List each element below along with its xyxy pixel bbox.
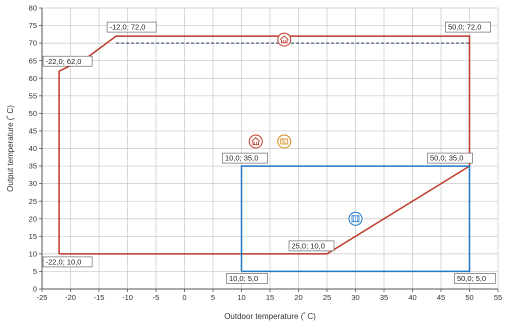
x-tick-label: 10 <box>237 293 245 302</box>
point-label-text: 50,0; 35,0 <box>430 154 463 163</box>
x-tick-label: -20 <box>65 293 76 302</box>
point-label-text: -12,0; 72,0 <box>110 23 146 32</box>
y-tick-label: 5 <box>33 267 37 276</box>
y-tick-label: 55 <box>29 91 37 100</box>
axes: -25 -20 -15 -10 -5 0 5 10 15 20 25 30 35 40 45 50 55 0 5 10… <box>29 4 503 302</box>
point-label-text: 50,0; 72,0 <box>448 23 481 32</box>
icon-glyph <box>280 138 289 145</box>
y-tick-label: 35 <box>29 162 37 171</box>
point-label-text: 10,0; 35,0 <box>225 154 258 163</box>
point-label-box <box>427 152 473 164</box>
underfloor-heating-icon <box>277 134 292 149</box>
x-tick-label: 50 <box>465 293 473 302</box>
y-tick-label: 20 <box>29 214 37 223</box>
x-tick-label: 30 <box>351 293 359 302</box>
y-tick-label: 40 <box>29 144 37 153</box>
y-tick-label: 25 <box>29 197 37 206</box>
point-label-text: -22,0; 62,0 <box>46 57 82 66</box>
y-tick-label: 10 <box>29 249 37 258</box>
grid <box>41 7 499 290</box>
point-labels: -12,0; 72,0 50,0; 72,0 -22,0; 62,0 10,0; 35… <box>42 21 496 284</box>
point-label: 10,0; 5,0 <box>226 273 268 284</box>
icon-ring <box>277 134 292 149</box>
y-tick-label: 45 <box>29 127 37 136</box>
x-tick-label: 20 <box>294 293 302 302</box>
y-tick-label: 15 <box>29 232 37 241</box>
x-tick-label: 25 <box>323 293 331 302</box>
icons <box>248 32 363 226</box>
y-tick-label: 50 <box>29 109 37 118</box>
x-tick-label: 15 <box>266 293 274 302</box>
icon-glyph <box>281 139 286 144</box>
point-label-text: 50,0; 5,0 <box>457 274 486 283</box>
x-tick-label: -25 <box>37 293 48 302</box>
icon-ring <box>277 32 292 47</box>
point-label: 50,0; 35,0 <box>427 152 473 164</box>
cooling-icon <box>348 211 363 226</box>
point-label-text: -22,0; 10,0 <box>46 258 82 267</box>
point-label-box <box>226 273 268 284</box>
x-tick-label: 55 <box>494 293 502 302</box>
point-label: 25,0; 10,0 <box>288 240 335 252</box>
point-label: 50,0; 72,0 <box>445 21 491 33</box>
icon-glyph <box>251 137 261 146</box>
icon-glyph <box>282 40 286 43</box>
point-label-box <box>106 21 157 33</box>
y-tick-label: 0 <box>33 285 37 294</box>
icon-glyph <box>279 35 289 44</box>
point-label: -22,0; 62,0 <box>42 55 93 67</box>
y-tick-label: 60 <box>29 74 37 83</box>
x-tick-label: 0 <box>182 293 186 302</box>
y-tick-label: 80 <box>29 4 37 13</box>
point-label: 50,0; 5,0 <box>454 273 496 284</box>
y-tick-label: 65 <box>29 56 37 65</box>
y-tick-label: 70 <box>29 39 37 48</box>
point-label-text: 25,0; 10,0 <box>292 242 325 251</box>
point-label-box <box>42 256 93 268</box>
y-axis-title: Output temperature (ﾟC) <box>6 105 15 192</box>
point-label-box <box>288 240 335 252</box>
x-tick-label: 45 <box>437 293 445 302</box>
icon-glyph <box>353 215 358 222</box>
heating-range-line <box>58 35 471 255</box>
point-label-text: 10,0; 5,0 <box>229 274 258 283</box>
x-tick-label: 40 <box>408 293 416 302</box>
point-label-box <box>42 55 93 67</box>
icon-glyph <box>253 141 258 145</box>
x-tick-label: 5 <box>211 293 215 302</box>
x-tick-label: -10 <box>122 293 133 302</box>
point-label: -12,0; 72,0 <box>106 21 157 33</box>
point-label: 10,0; 35,0 <box>222 152 268 164</box>
y-tick-label: 75 <box>29 21 37 30</box>
point-label-box <box>222 152 268 164</box>
x-axis-title: Outdoor temperature (ﾟC) <box>224 312 316 321</box>
dhw-tap-icon <box>277 32 292 47</box>
point-label-box <box>454 273 496 284</box>
cooling-range-line <box>240 165 471 273</box>
point-label: -22,0; 10,0 <box>42 256 93 268</box>
series <box>58 35 471 273</box>
y-tick-label: 30 <box>29 179 37 188</box>
x-tick-label: -15 <box>94 293 105 302</box>
icon-ring <box>248 134 263 149</box>
heating-house-icon <box>248 134 263 149</box>
x-tick-label: 35 <box>380 293 388 302</box>
x-tick-label: -5 <box>153 293 160 302</box>
point-label-box <box>445 21 491 33</box>
